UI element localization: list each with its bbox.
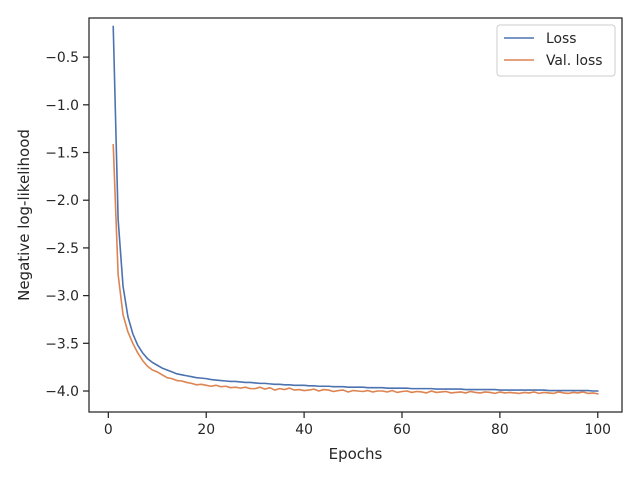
x-tick-label: 40	[295, 422, 313, 438]
y-tick-label: −2.0	[45, 193, 79, 209]
x-axis: 0 20 40 60 80 100	[104, 412, 611, 438]
y-axis: −4.0 −3.5 −3.0 −2.5 −2.0 −1.5 −1.0 −0.5	[45, 50, 89, 400]
legend: Loss Val. loss	[496, 24, 616, 77]
legend-label-val-loss: Val. loss	[546, 53, 602, 69]
x-axis-label: Epochs	[329, 445, 383, 463]
y-tick-label: −0.5	[45, 50, 79, 66]
x-tick-label: 20	[197, 422, 215, 438]
x-tick-label: 0	[104, 422, 113, 438]
y-tick-label: −3.0	[45, 289, 79, 305]
y-tick-label: −2.5	[45, 241, 79, 257]
series-line-loss	[112, 25, 599, 392]
series-line-val-loss	[112, 144, 599, 395]
series-layer	[112, 25, 599, 395]
y-tick-label: −1.5	[45, 146, 79, 162]
axes-frame	[88, 17, 623, 413]
plot-area	[88, 17, 623, 413]
x-tick-label: 60	[393, 422, 411, 438]
legend-label-loss: Loss	[546, 31, 576, 47]
y-tick-label: −4.0	[45, 384, 79, 400]
y-axis-label: Negative log-likelihood	[15, 129, 33, 301]
x-tick-label: 100	[585, 422, 612, 438]
y-tick-label: −1.0	[45, 98, 79, 114]
y-tick-label: −3.5	[45, 336, 79, 352]
x-tick-label: 80	[491, 422, 509, 438]
